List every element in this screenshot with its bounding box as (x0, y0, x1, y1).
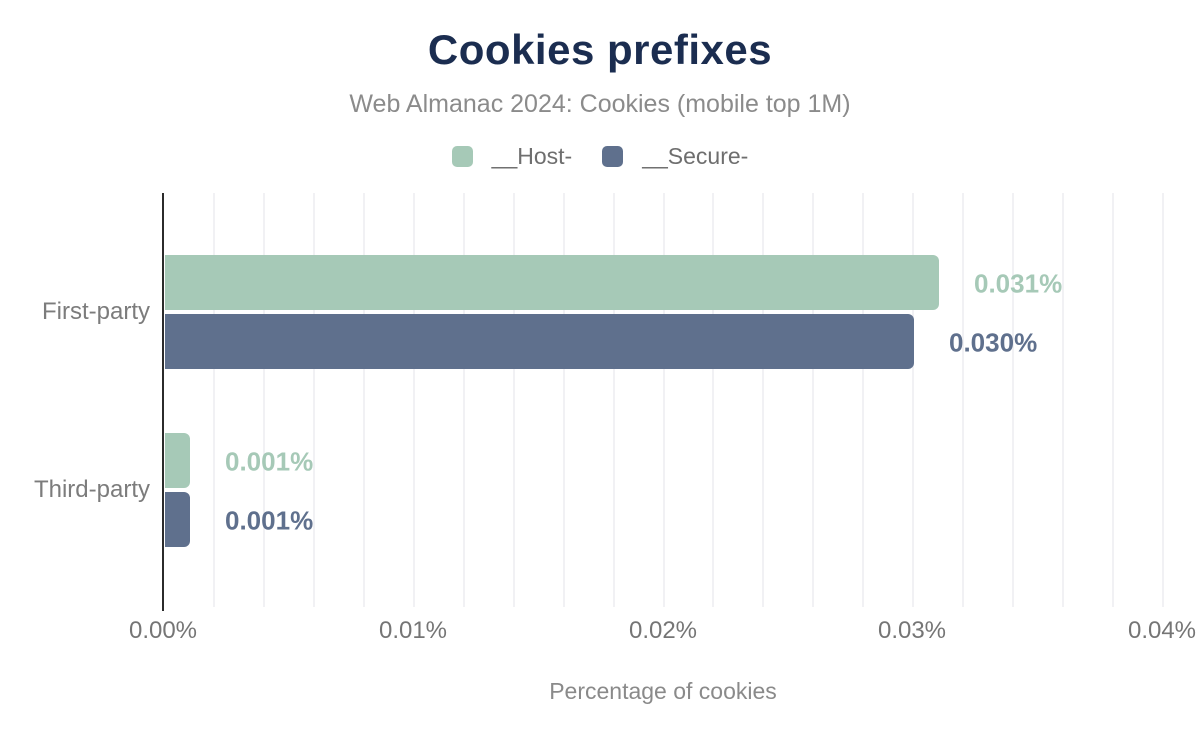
gridline (712, 193, 714, 607)
gridline (413, 193, 415, 607)
legend-label-secure: __Secure- (642, 142, 749, 169)
secure-color-swatch-icon (602, 145, 624, 167)
gridline (313, 193, 315, 607)
gridline (613, 193, 615, 607)
category-label-third-party: Third-party (33, 476, 150, 503)
bar-secure-first-party[interactable] (165, 314, 914, 369)
gridline (363, 193, 365, 607)
chart-title: Cookies prefixes (427, 26, 773, 73)
chart-subtitle: Web Almanac 2024: Cookies (mobile top 1M… (349, 90, 851, 118)
host-color-swatch-icon (451, 145, 473, 167)
bar-host-first-party[interactable] (165, 255, 939, 310)
legend: __Host- __Secure- (0, 141, 1200, 171)
gridline (663, 193, 665, 607)
gridline (862, 193, 864, 607)
y-axis-line (162, 193, 164, 611)
value-label: 0.031% (974, 268, 1063, 298)
x-tick-label: 0.01% (378, 617, 448, 644)
x-tick-label: 0.04% (1127, 617, 1197, 644)
legend-label-host: __Host- (491, 142, 573, 169)
x-axis-title: Percentage of cookies (549, 678, 777, 704)
value-label: 0.001% (225, 446, 314, 476)
category-label-first-party: First-party (42, 298, 150, 325)
gridline (463, 193, 465, 607)
legend-item-host[interactable]: __Host- (451, 142, 573, 170)
x-tick-label: 0.00% (128, 617, 198, 644)
gridline (962, 193, 964, 607)
gridline (563, 193, 565, 607)
gridline (263, 193, 265, 607)
gridline (912, 193, 914, 607)
gridline (513, 193, 515, 607)
gridline (1062, 193, 1064, 607)
gridline (213, 193, 215, 607)
bar-secure-third-party[interactable] (165, 492, 190, 547)
gridline (1112, 193, 1114, 607)
value-label: 0.030% (949, 327, 1038, 357)
legend-item-secure[interactable]: __Secure- (602, 143, 748, 170)
x-tick-label: 0.03% (877, 617, 947, 644)
gridline (1162, 193, 1164, 607)
value-label: 0.001% (225, 505, 314, 535)
gridline (1012, 193, 1014, 607)
gridline (762, 193, 764, 607)
gridline (812, 193, 814, 607)
x-tick-label: 0.02% (628, 617, 698, 644)
bar-host-third-party[interactable] (165, 433, 190, 488)
